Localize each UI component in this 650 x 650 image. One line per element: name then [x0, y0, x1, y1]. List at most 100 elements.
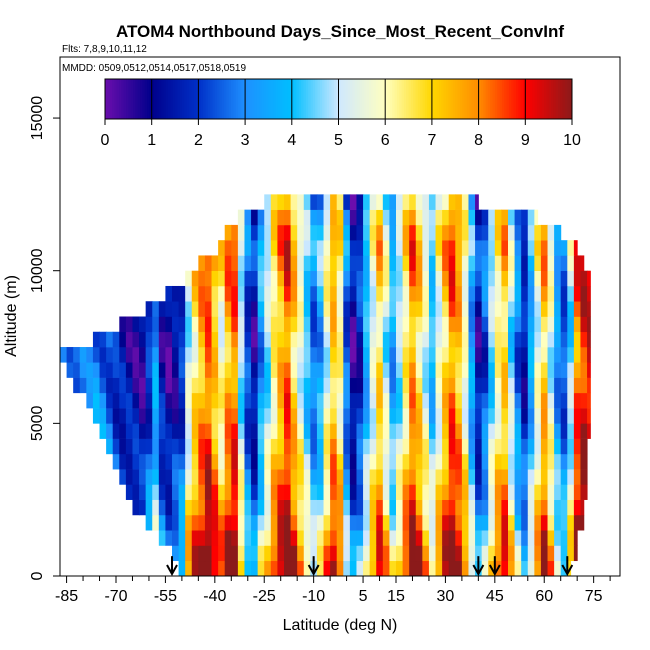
- heat-cell: [211, 301, 219, 317]
- heat-cell: [198, 469, 206, 485]
- heat-cell: [382, 301, 390, 317]
- heat-cell: [455, 408, 463, 424]
- heat-cell: [244, 331, 252, 348]
- heat-cell: [185, 545, 193, 562]
- heat-cell: [277, 392, 285, 409]
- heat-cell: [106, 331, 114, 348]
- heat-cell: [303, 224, 311, 241]
- heat-cell: [580, 270, 588, 287]
- heat-cell: [527, 453, 535, 470]
- heat-cell: [573, 301, 581, 317]
- colorbar-segment: [252, 79, 255, 119]
- heat-cell: [396, 377, 404, 394]
- heat-cell: [514, 347, 522, 363]
- heat-cell: [145, 499, 153, 516]
- heat-cell: [139, 392, 147, 409]
- heat-cell: [270, 514, 278, 531]
- heat-cell: [468, 560, 476, 577]
- heat-cell: [402, 285, 410, 302]
- heat-cell: [251, 209, 259, 226]
- heat-cell: [409, 484, 417, 500]
- heat-cell: [356, 514, 364, 531]
- heat-cell: [343, 545, 351, 562]
- heat-cell: [481, 316, 489, 333]
- heat-cell: [290, 316, 298, 333]
- heat-cell: [257, 240, 265, 256]
- heat-cell: [428, 316, 437, 333]
- heat-cell: [211, 560, 219, 577]
- x-tick-label: -85: [55, 588, 78, 605]
- heat-cell: [310, 377, 318, 394]
- heat-cell: [270, 255, 278, 271]
- heat-cell: [514, 530, 522, 546]
- heat-cell: [284, 362, 292, 378]
- heat-cell: [323, 545, 331, 562]
- heat-cell: [396, 270, 404, 287]
- heat-cell: [297, 545, 305, 562]
- heat-cell: [277, 530, 285, 546]
- heat-cell: [316, 499, 325, 516]
- heat-cell: [435, 301, 443, 317]
- heat-cell: [330, 285, 338, 302]
- heat-cell: [330, 530, 338, 546]
- heat-cell: [349, 484, 357, 500]
- colorbar-segment: [565, 79, 568, 119]
- heat-cell: [567, 499, 575, 516]
- heat-cell: [336, 560, 344, 577]
- heat-cell: [494, 255, 502, 271]
- colorbar-segment: [270, 79, 274, 119]
- colorbar-segment: [466, 79, 470, 119]
- heat-cell: [290, 331, 298, 348]
- heat-cell: [369, 255, 377, 271]
- heat-cell: [198, 423, 206, 439]
- heat-cell: [264, 530, 272, 546]
- heat-cell: [323, 499, 331, 516]
- profile-markers: [166, 556, 574, 577]
- heat-cell: [554, 545, 562, 562]
- heat-cell: [323, 438, 331, 455]
- heat-cell: [534, 514, 542, 531]
- heat-cell: [402, 255, 410, 271]
- heat-cell: [514, 484, 522, 500]
- heat-cell: [251, 499, 259, 516]
- heat-cell: [198, 331, 206, 348]
- heat-cell: [125, 453, 133, 470]
- heat-cell: [527, 331, 535, 348]
- colorbar-segment: [182, 79, 185, 119]
- heat-cell: [158, 514, 166, 531]
- heat-cell: [310, 209, 318, 226]
- heat-cell: [547, 423, 555, 439]
- profile-arrow: [472, 556, 485, 577]
- heat-cell: [191, 408, 199, 424]
- heat-cell: [435, 423, 443, 439]
- chart-title: ATOM4 Northbound Days_Since_Most_Recent_…: [116, 22, 564, 41]
- heat-cell: [560, 347, 568, 363]
- heat-cell: [139, 423, 147, 439]
- colorbar-segment: [553, 79, 557, 119]
- heat-cell: [92, 362, 101, 378]
- colorbar-tick-label: 6: [381, 132, 390, 149]
- heat-cell: [455, 545, 463, 562]
- colorbar-segment: [105, 79, 108, 119]
- heat-cell: [237, 224, 245, 241]
- heat-cell: [369, 530, 377, 546]
- heat-cell: [297, 408, 305, 424]
- heat-cell: [264, 514, 272, 531]
- heat-cell: [270, 560, 278, 577]
- heat-cell: [455, 316, 463, 333]
- heat-cell: [435, 209, 443, 226]
- heat-cell: [244, 453, 252, 470]
- heat-cell: [185, 285, 193, 302]
- colorbar-segment: [345, 79, 349, 119]
- heat-cell: [389, 285, 397, 302]
- heat-cell: [277, 560, 285, 577]
- heat-cell: [475, 240, 483, 256]
- heat-cell: [237, 484, 245, 500]
- heat-cell: [356, 499, 364, 516]
- heat-cell: [448, 499, 456, 516]
- heat-cell: [303, 423, 311, 439]
- heat-cell: [587, 316, 591, 333]
- heat-cell: [540, 438, 549, 455]
- heat-cell: [389, 224, 397, 241]
- heat-cell: [264, 560, 272, 577]
